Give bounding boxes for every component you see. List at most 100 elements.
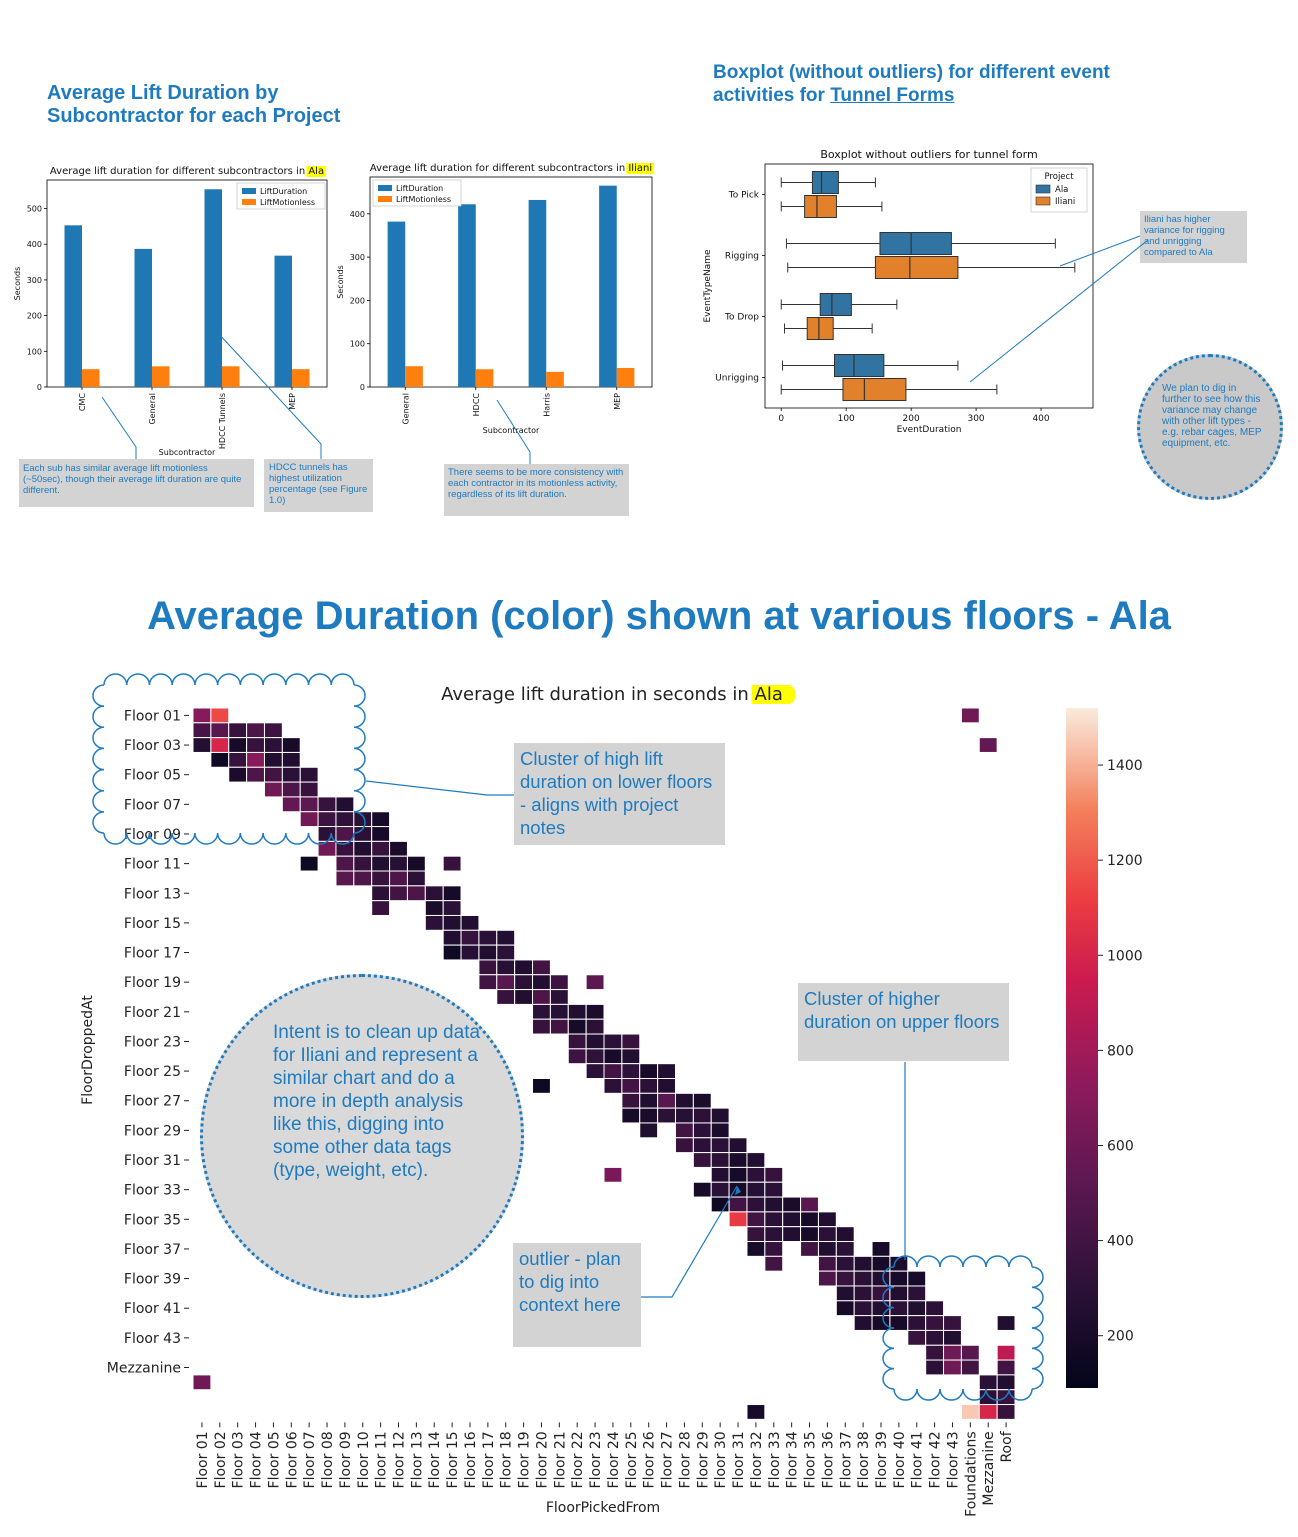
x-tick-label: Floor 12: [392, 1431, 408, 1488]
cloud-arc: [330, 832, 355, 845]
x-axis-label: Subcontractor: [483, 426, 540, 435]
cloud-arc: [353, 811, 366, 834]
y-tick-label: Rigging: [725, 252, 759, 262]
heatmap-cell: [764, 1241, 784, 1257]
heatmap-cell: [442, 855, 462, 872]
colorbar: [1066, 708, 1098, 1388]
heatmap-cell: [978, 1374, 998, 1391]
heatmap-cell: [424, 900, 444, 916]
bar-chart-ala: Average lift duration for different subc…: [13, 166, 328, 457]
cloud-arc: [353, 726, 366, 750]
heatmap-cell: [639, 1122, 659, 1139]
y-tick-label: 0: [360, 383, 365, 392]
heatmap-cell: [764, 1181, 784, 1198]
box-note-variance: Iliani has higher variance for rigging a…: [1140, 211, 1247, 263]
heatmap-cell: [478, 959, 498, 976]
cloud-arc: [103, 673, 128, 686]
connector-outlier-arrowhead: [735, 1186, 741, 1195]
heatmap-cell: [281, 737, 301, 753]
heatmap-cell: [835, 1255, 855, 1272]
title-highlight-mark: [751, 685, 796, 704]
heatmap-cell: [442, 929, 462, 946]
x-tick-label: Floor 03: [231, 1431, 247, 1488]
heatmap-cell: [925, 1344, 945, 1361]
heatmap-cell: [263, 766, 283, 783]
heatmap-cell: [246, 751, 265, 768]
heatmap-cell: [567, 1033, 587, 1050]
box-ala: [811, 171, 839, 194]
heat-intent-circle: Intent is to clean up data for Iliani an…: [200, 974, 524, 1298]
heatmap-cell: [532, 989, 551, 1005]
heatmap-cell: [263, 781, 283, 798]
connector-outlier: [641, 1185, 738, 1298]
heatmap-cell: [317, 811, 337, 828]
cloud-arc: [171, 832, 196, 845]
heatmap-cell: [692, 1137, 712, 1154]
heatmap-cell: [746, 1226, 766, 1243]
tunnel-forms-link[interactable]: Tunnel Forms: [830, 85, 955, 106]
colorbar-tick-label: 600: [1107, 1138, 1134, 1154]
x-tick-label: Floor 36: [820, 1431, 836, 1488]
x-tick-label: Floor 22: [570, 1431, 586, 1488]
cloud-arc: [125, 832, 151, 845]
heatmap-cell: [710, 1137, 730, 1154]
y-tick-label: Floor 15: [124, 916, 181, 932]
y-tick-label: Floor 39: [124, 1272, 181, 1288]
x-tick-label: Floor 14: [427, 1431, 443, 1488]
heatmap-cell: [442, 885, 462, 902]
heatmap-cell: [764, 1211, 784, 1228]
cloud-arc: [92, 768, 105, 792]
heatmap-cell: [192, 722, 212, 739]
heatmap-cell: [210, 707, 230, 724]
x-tick-label: 400: [1032, 414, 1049, 424]
heatmap-title-text: Average lift duration in seconds in: [441, 684, 754, 705]
cloud-arc: [939, 1255, 964, 1268]
heatmap-cell: [889, 1270, 909, 1287]
y-axis-label: EventTypeName: [703, 249, 713, 322]
cloud-arc: [216, 673, 242, 686]
heatmap-cell: [585, 1003, 605, 1020]
heatmap-cell: [406, 885, 426, 902]
heatmap-cell: [871, 1315, 891, 1331]
cloud-arc: [916, 1255, 941, 1268]
heatmap-cell: [621, 1063, 641, 1079]
y-tick-label: Floor 19: [124, 975, 181, 991]
heatmap-cell: [353, 870, 373, 887]
heatmap-cell: [710, 1181, 730, 1198]
heatmap-cell: [764, 1255, 784, 1272]
heatmap-cell: [853, 1255, 873, 1272]
y-tick-label: 300: [27, 276, 42, 285]
cloud-arc: [148, 832, 173, 845]
heatmap-cell: [299, 811, 319, 828]
cloud-arc: [985, 1388, 1010, 1401]
cloud-arc: [92, 811, 105, 834]
bar-liftmotionless: [222, 366, 240, 387]
heatmap-cell: [246, 722, 265, 739]
heatmap-cell: [406, 855, 426, 872]
heatmap-cell: [871, 1270, 891, 1287]
legend-label: LiftDuration: [260, 187, 307, 196]
y-tick-label: Floor 25: [124, 1064, 181, 1080]
x-tick-label: Floor 28: [677, 1431, 693, 1488]
cloud-arc: [92, 684, 105, 707]
box-plan-circle: We plan to dig in further to see how thi…: [1137, 354, 1283, 500]
heatmap-cell: [710, 1152, 730, 1168]
heatmap-cell: [603, 1078, 623, 1094]
colorbar-tick-label: 200: [1107, 1329, 1134, 1345]
chart-title: Boxplot without outliers for tunnel form: [820, 148, 1037, 161]
legend-label: Ala: [1055, 185, 1068, 195]
heatmap-cell: [478, 944, 498, 961]
heatmap-cell: [692, 1092, 712, 1109]
heatmap-cell: [728, 1137, 748, 1154]
heatmap-cell: [674, 1092, 694, 1109]
cloud-arc: [285, 673, 310, 686]
x-tick-label: Floor 09: [338, 1431, 354, 1488]
box-ala: [819, 293, 852, 316]
box-iliani: [804, 195, 837, 218]
heatmap-cell: [835, 1241, 855, 1257]
heatmap-cell: [228, 766, 248, 783]
x-tick-label: Floor 01: [195, 1431, 211, 1488]
cloud-arc: [92, 789, 105, 813]
heatmap-cell: [299, 855, 319, 872]
x-tick-label: Floor 08: [320, 1431, 336, 1488]
